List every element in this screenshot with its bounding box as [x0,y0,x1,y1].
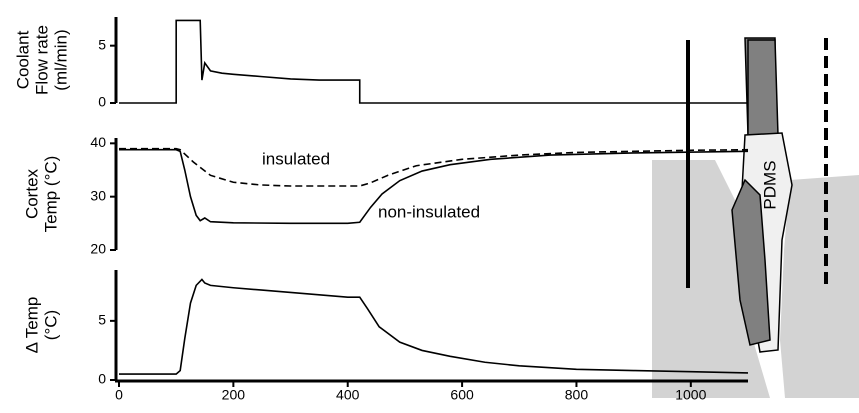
series-label: non-insulated [378,202,480,221]
y-tick-label: 40 [90,134,106,150]
y-axis-label: Temp (°C) [41,156,60,233]
y-tick-label: 5 [98,312,106,328]
x-tick-label: 200 [222,387,246,403]
y-axis-label: Cortex [22,168,41,219]
y-tick-label: 0 [98,371,106,387]
y-axis-label: (ml/min) [51,29,70,90]
probe-lower [731,178,771,346]
tissue-right [780,175,859,398]
series-label: insulated [262,149,330,168]
y-tick-label: 20 [90,241,106,257]
y-tick-label: 30 [90,187,106,203]
y-tick-label: 0 [98,94,106,110]
x-tick-label: 600 [450,387,474,403]
data-line [119,19,748,104]
data-line [119,147,749,187]
x-tick-label: 800 [565,387,589,403]
x-tick-label: 0 [115,387,123,403]
probe-shaft [747,39,779,139]
diagram: PDMS [652,37,859,398]
x-tick-label: 1000 [675,387,706,403]
y-tick-label: 5 [98,36,106,52]
y-axis-label: Coolant [13,30,32,89]
data-line [119,278,749,375]
y-axis-label: Flow rate [32,25,51,95]
data-line [119,148,749,225]
y-axis-label: (°C) [41,310,60,340]
y-axis-label: Δ Temp [22,297,41,354]
x-tick-label: 400 [336,387,360,403]
tissue-left [652,160,770,398]
pdms-label: PDMS [760,160,779,209]
